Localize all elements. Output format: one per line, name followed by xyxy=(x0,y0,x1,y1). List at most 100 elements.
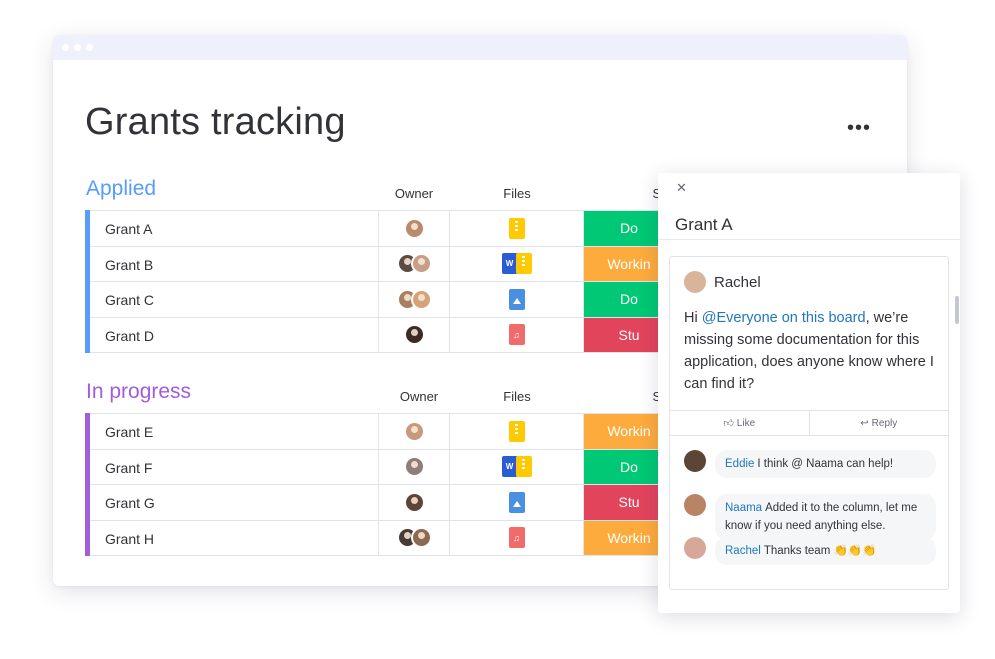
group-color-strip xyxy=(85,519,90,556)
avatar xyxy=(410,288,432,310)
column-header-owner: Owner xyxy=(394,186,434,201)
reply-bubble: Eddie I think @ Naama can help! xyxy=(715,450,936,478)
board-title: Grants tracking xyxy=(85,101,346,143)
table-row[interactable]: Grant E Workin xyxy=(85,413,674,450)
reply-button[interactable]: ↩ Reply xyxy=(808,411,949,435)
mention-link[interactable]: @Everyone on this board xyxy=(701,310,866,326)
window-dot xyxy=(86,44,93,51)
reply-label: Reply xyxy=(871,417,898,429)
reply-text: Thanks team 👏👏👏 xyxy=(763,545,877,557)
group-color-strip xyxy=(85,448,90,485)
files-cell[interactable] xyxy=(450,211,584,246)
post-text: , we’re missing some documentation for t… xyxy=(684,310,934,392)
avatar xyxy=(410,527,432,549)
thumbs-up-icon: 👍︎ xyxy=(723,418,734,429)
divider xyxy=(658,239,960,240)
table-row[interactable]: Grant DStu xyxy=(85,316,674,353)
owner-cell[interactable] xyxy=(378,520,450,555)
zip-file-icon[interactable] xyxy=(508,217,525,239)
table-row[interactable]: Grant A Do xyxy=(85,210,674,247)
avatar xyxy=(403,324,425,346)
avatar xyxy=(684,271,706,293)
window-titlebar xyxy=(53,35,907,60)
table-row[interactable]: Grant B W Workin xyxy=(85,245,674,282)
column-header-files: Files xyxy=(503,186,531,201)
avatar xyxy=(403,217,425,239)
owner-cell[interactable] xyxy=(378,246,450,281)
item-name[interactable]: Grant H xyxy=(105,530,155,547)
like-label: Like xyxy=(736,417,756,429)
files-cell[interactable] xyxy=(450,317,584,352)
group-color-strip xyxy=(85,316,90,353)
files-cell[interactable]: W xyxy=(450,246,584,281)
post-author: Rachel xyxy=(714,274,761,291)
files-cell[interactable] xyxy=(450,485,584,520)
owner-cell[interactable] xyxy=(378,485,450,520)
table-row[interactable]: Grant G Stu xyxy=(85,484,674,521)
like-button[interactable]: 👍︎ Like xyxy=(670,411,809,435)
zip-file-icon[interactable] xyxy=(515,456,532,478)
table-row[interactable]: Grant HWorkin xyxy=(85,519,674,556)
avatar xyxy=(684,450,706,472)
item-name[interactable]: Grant B xyxy=(105,256,154,273)
item-name[interactable]: Grant A xyxy=(105,221,153,237)
item-panel: ✕ Grant A Rachel Hi @Everyone on this bo… xyxy=(658,173,960,613)
window-dot xyxy=(62,44,69,51)
owner-cell[interactable] xyxy=(378,449,450,484)
group-title-applied[interactable]: Applied xyxy=(86,177,157,200)
owner-cell[interactable] xyxy=(378,317,450,352)
column-header-files: Files xyxy=(503,389,531,404)
audio-file-icon[interactable] xyxy=(508,324,525,346)
group-title-in-progress[interactable]: In progress xyxy=(86,380,192,403)
table-row[interactable]: Grant C Do xyxy=(85,281,674,318)
item-name[interactable]: Grant F xyxy=(105,459,153,476)
zip-file-icon[interactable] xyxy=(515,253,532,275)
item-name[interactable]: Grant D xyxy=(105,327,155,344)
group-color-strip xyxy=(85,413,90,450)
image-file-icon[interactable] xyxy=(508,491,525,513)
reply-author[interactable]: Naama xyxy=(725,502,763,514)
audio-file-icon[interactable] xyxy=(508,527,525,549)
files-cell[interactable] xyxy=(450,282,584,317)
avatar xyxy=(410,253,432,275)
table-row[interactable]: Grant F W Do xyxy=(85,448,674,485)
group-color-strip xyxy=(85,484,90,521)
reply-bubble: Rachel Thanks team 👏👏👏 xyxy=(715,537,936,565)
post-body: Hi @Everyone on this board, we’re missin… xyxy=(684,307,944,395)
group-color-strip xyxy=(85,210,90,247)
word-file-icon[interactable]: W xyxy=(501,253,518,275)
owner-cell[interactable] xyxy=(378,282,450,317)
reply-icon: ↩ xyxy=(860,417,869,429)
column-header-owner: Owner xyxy=(399,389,439,404)
owner-cell[interactable] xyxy=(378,414,450,449)
avatar xyxy=(403,420,425,442)
reply-author[interactable]: Rachel xyxy=(725,545,761,557)
update-card: Rachel Hi @Everyone on this board, we’re… xyxy=(669,256,949,590)
group-color-strip xyxy=(85,245,90,282)
item-name[interactable]: Grant C xyxy=(105,292,155,308)
avatar xyxy=(684,494,706,516)
image-file-icon[interactable] xyxy=(508,288,525,310)
more-options-icon[interactable]: ••• xyxy=(847,117,872,139)
window-dot xyxy=(74,44,81,51)
word-file-icon[interactable]: W xyxy=(501,456,518,478)
avatar xyxy=(684,537,706,559)
files-cell[interactable] xyxy=(450,520,584,555)
owner-cell[interactable] xyxy=(378,211,450,246)
zip-file-icon[interactable] xyxy=(508,420,525,442)
post-actions: 👍︎ Like ↩ Reply xyxy=(670,410,948,436)
reply-text: Added it to the column, let me know if y… xyxy=(725,502,918,532)
avatar xyxy=(403,456,425,478)
post-greeting: Hi xyxy=(684,310,702,326)
item-name[interactable]: Grant E xyxy=(105,424,154,440)
item-name[interactable]: Grant G xyxy=(105,495,155,511)
group-color-strip xyxy=(85,281,90,318)
avatar xyxy=(403,491,425,513)
files-cell[interactable]: W xyxy=(450,449,584,484)
scrollbar-thumb[interactable] xyxy=(955,296,959,324)
close-icon[interactable]: ✕ xyxy=(676,180,687,195)
files-cell[interactable] xyxy=(450,414,584,449)
reply-author[interactable]: Eddie xyxy=(725,458,755,470)
panel-title: Grant A xyxy=(675,215,733,234)
